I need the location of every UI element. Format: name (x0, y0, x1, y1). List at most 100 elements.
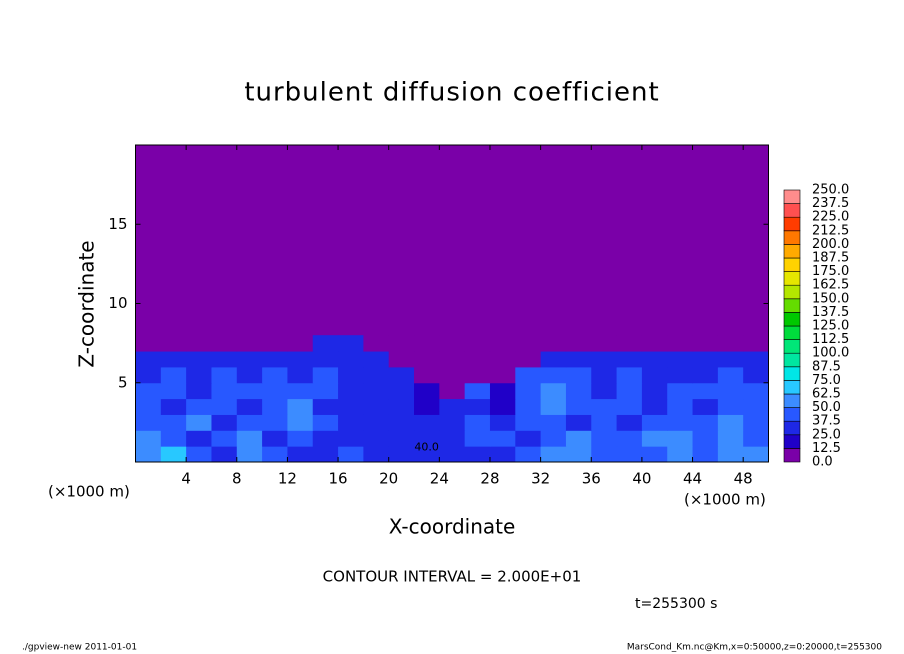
colorbar-swatch (783, 420, 801, 436)
heatmap-cell (565, 430, 592, 447)
heatmap-cell (262, 430, 288, 447)
heatmap-cell (287, 351, 314, 368)
heatmap-cell (236, 430, 263, 447)
x-tick-label: 48 (734, 470, 753, 488)
heatmap-cell (565, 366, 592, 384)
x-tick-label: 32 (531, 470, 550, 488)
colorbar-label: 112.5 (812, 332, 849, 347)
heatmap-cell (439, 366, 466, 384)
heatmap-cell (186, 430, 212, 447)
colorbar-swatch (783, 284, 801, 300)
time-label: t=255300 s (635, 596, 717, 612)
heatmap-cell (414, 398, 440, 415)
heatmap-cell (338, 382, 364, 400)
heatmap-cell (338, 351, 364, 368)
heatmap-cell (287, 414, 314, 431)
heatmap-cell (439, 398, 466, 415)
heatmap-cell (464, 414, 491, 431)
heatmap-cell (692, 382, 719, 400)
heatmap-cell (363, 414, 390, 431)
heatmap-cell (262, 351, 288, 368)
heatmap-cell (211, 366, 238, 384)
heatmap-cell (338, 398, 364, 415)
heatmap-cell (464, 366, 491, 384)
heatmap-cell (692, 446, 719, 463)
heatmap-cell (743, 414, 769, 431)
heatmap-cell (287, 398, 314, 415)
heatmap-cell (616, 446, 643, 463)
heatmap-cell (692, 335, 719, 352)
colorbar-swatch (783, 230, 801, 245)
heatmap-cell (641, 446, 668, 463)
heatmap-cell (388, 335, 415, 352)
heatmap-cell (287, 335, 314, 352)
heatmap-cell (160, 446, 187, 463)
heatmap-cell (236, 446, 263, 463)
heatmap-cell (262, 366, 288, 384)
heatmap-cell (515, 335, 542, 352)
heatmap-cell (692, 398, 719, 415)
heatmap-cell (211, 446, 238, 463)
heatmap-cell (616, 335, 643, 352)
heatmap-cell (236, 351, 263, 368)
colorbar-label: 87.5 (812, 359, 841, 374)
heatmap-cell (667, 414, 694, 431)
heatmap-cell (667, 430, 694, 447)
heatmap-cell (312, 335, 339, 352)
heatmap-cell (717, 398, 744, 415)
heatmap-cell (616, 351, 643, 368)
contour-label: 40.0 (414, 441, 439, 454)
colorbar-swatch (783, 434, 801, 449)
colorbar-label: 137.5 (812, 305, 849, 320)
heatmap-cell (388, 446, 415, 463)
heatmap-cell (591, 335, 618, 352)
heatmap-cell (388, 366, 415, 384)
heatmap-cell (515, 414, 542, 431)
heatmap-cell (186, 398, 212, 415)
heatmap-cell (262, 398, 288, 415)
heatmap-cell (388, 351, 415, 368)
y-tick-label: 10 (108, 294, 127, 312)
colorbar-swatch (783, 189, 801, 204)
heatmap-cell (743, 430, 769, 447)
heatmap-cell (338, 366, 364, 384)
heatmap-cell (667, 351, 694, 368)
heatmap-cell (186, 414, 212, 431)
heatmap-cell (439, 335, 466, 352)
heatmap-cell (717, 414, 744, 431)
colorbar-label: 125.0 (812, 319, 849, 334)
heatmap-cell (641, 366, 668, 384)
colorbar-swatch (783, 216, 801, 232)
heatmap-cell (439, 430, 466, 447)
heatmap-cell (743, 382, 769, 400)
heatmap-cell (135, 446, 162, 463)
x-tick-label: 36 (582, 470, 601, 488)
colorbar-swatch (783, 448, 801, 463)
heatmap-cell (743, 351, 769, 368)
heatmap-cell (186, 446, 212, 463)
heatmap-cell (565, 335, 592, 352)
heatmap-cell (135, 335, 162, 352)
heatmap-cell (616, 366, 643, 384)
colorbar-label: 37.5 (812, 414, 841, 429)
colorbar-swatch (783, 257, 801, 272)
heatmap-cell (388, 430, 415, 447)
heatmap-cell (414, 430, 440, 447)
heatmap-cell (540, 382, 567, 400)
heatmap-cell (464, 430, 491, 447)
colorbar-label: 25.0 (812, 427, 841, 442)
heatmap-cell (135, 430, 162, 447)
colorbar-swatch (783, 203, 801, 218)
heatmap-cell (338, 446, 364, 463)
heatmap-cell (540, 366, 567, 384)
x-unit: (×1000 m) (48, 483, 130, 501)
colorbar-label: 212.5 (812, 223, 849, 238)
colorbar-label: 225.0 (812, 210, 849, 225)
heatmap-cell (717, 335, 744, 352)
heatmap-cell (515, 366, 542, 384)
heatmap-cell (262, 446, 288, 463)
heatmap-cell (591, 398, 618, 415)
heatmap-cell (388, 398, 415, 415)
heatmap-cell (515, 351, 542, 368)
colorbar-label: 0.0 (812, 455, 833, 470)
